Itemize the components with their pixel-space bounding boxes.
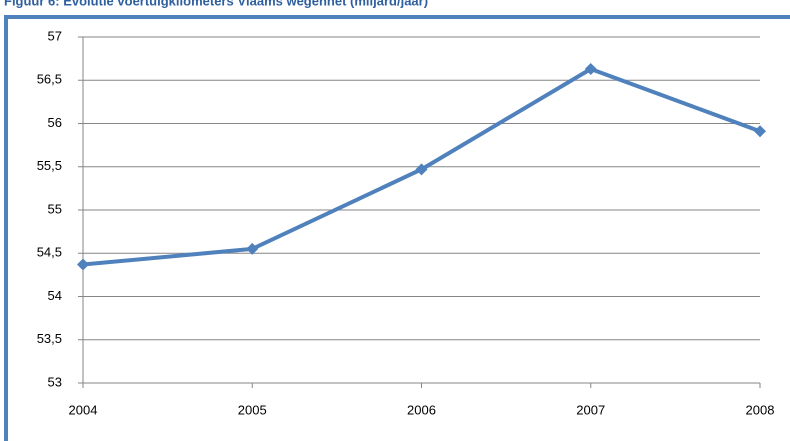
y-tick-label: 55 — [48, 201, 62, 216]
x-tick-label: 2008 — [746, 402, 775, 417]
chart-title: Figuur 6: Evolutie voertuigkilometers Vl… — [4, 0, 428, 8]
x-tick-label: 2007 — [576, 402, 605, 417]
y-tick-label: 56 — [48, 115, 62, 130]
x-tick-label: 2004 — [69, 402, 98, 417]
y-tick-label: 55,5 — [37, 158, 62, 173]
frame-top — [4, 15, 790, 19]
y-tick-label: 57 — [48, 28, 62, 43]
data-marker — [77, 258, 89, 271]
y-tick-label: 54 — [48, 288, 62, 303]
y-tick-label: 53 — [48, 374, 62, 389]
frame-left — [4, 15, 8, 441]
data-marker — [754, 125, 766, 138]
data-marker — [246, 242, 259, 255]
y-tick-label: 56,5 — [37, 72, 62, 87]
x-tick-label: 2006 — [407, 402, 436, 417]
data-marker — [584, 63, 597, 76]
y-tick-label: 53,5 — [37, 331, 62, 346]
x-tick-label: 2005 — [238, 402, 267, 417]
y-tick-label: 54,5 — [37, 245, 62, 260]
data-marker — [415, 163, 428, 176]
